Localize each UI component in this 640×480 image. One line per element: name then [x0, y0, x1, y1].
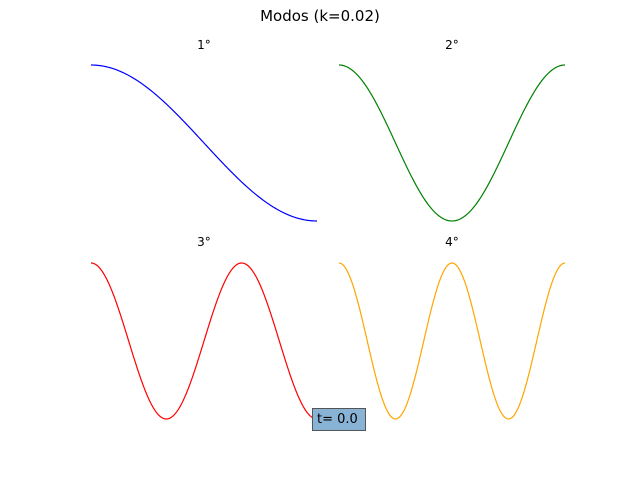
- subplot-title-mode-1: 1°: [197, 38, 211, 52]
- series-line-mode-1: [90, 64, 318, 222]
- subplot-mode-4: 4°: [338, 235, 566, 420]
- series-line-mode-2: [338, 64, 566, 222]
- subplot-title-mode-2: 2°: [445, 38, 459, 52]
- subplot-mode-1: 1°: [90, 38, 318, 222]
- time-label-box: t= 0.0: [312, 408, 366, 431]
- series-line-mode-3: [90, 262, 318, 420]
- subplot-mode-2: 2°: [338, 38, 566, 222]
- subplot-title-mode-4: 4°: [445, 235, 459, 249]
- subplot-mode-3: 3°: [90, 235, 318, 420]
- subplot-title-mode-3: 3°: [197, 235, 211, 249]
- series-line-mode-4: [338, 262, 566, 420]
- figure-title: Modos (k=0.02): [260, 7, 380, 25]
